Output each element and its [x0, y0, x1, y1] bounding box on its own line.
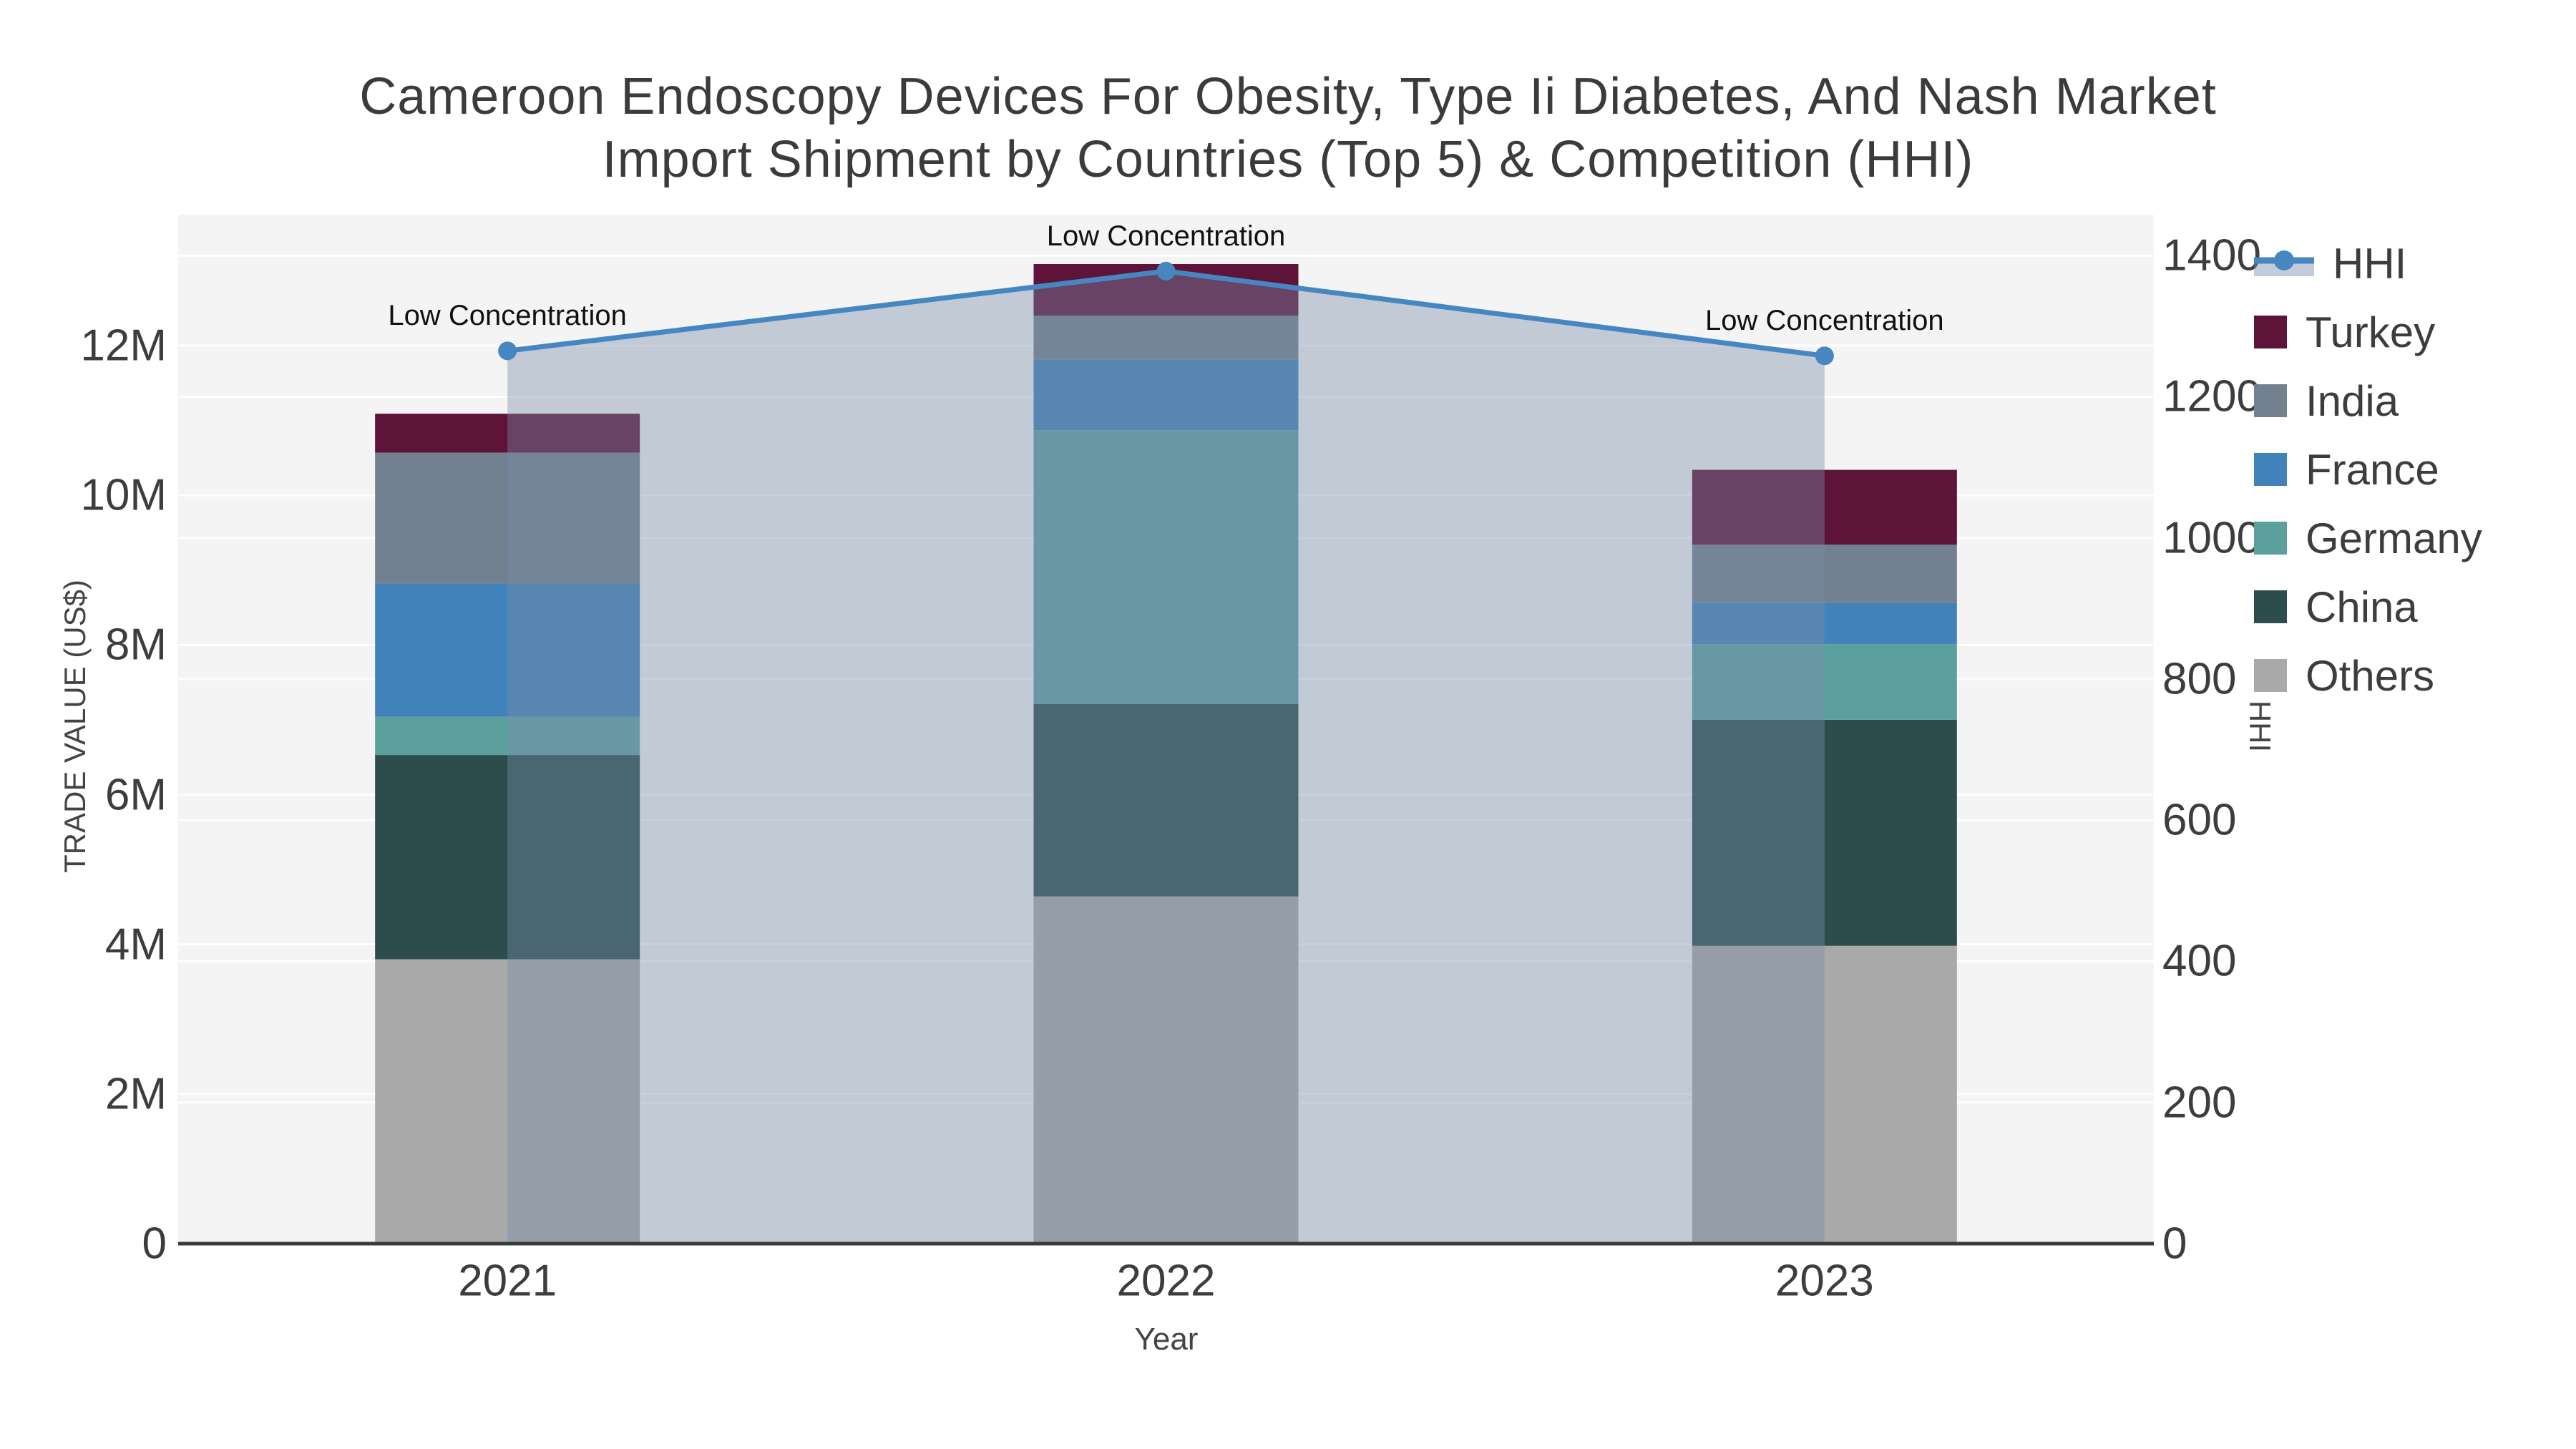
legend-item-turkey[interactable]: Turkey: [2254, 303, 2435, 361]
y1-tick-12M: 12M: [80, 321, 167, 371]
y2-tick-800: 800: [2162, 654, 2237, 704]
x-tick-2023: 2023: [1775, 1256, 1874, 1306]
x-tick-2022: 2022: [1116, 1256, 1216, 1306]
bar-segment-china-2022[interactable]: [1033, 703, 1299, 897]
france-swatch-icon: [2254, 453, 2287, 486]
germany-swatch-icon: [2254, 522, 2287, 555]
bar-segment-france-2022[interactable]: [1033, 359, 1299, 431]
bar-segment-others-2023[interactable]: [1692, 945, 1957, 1244]
x-axis-title: Year: [1134, 1322, 1199, 1357]
y1-tick-4M: 4M: [104, 919, 167, 970]
china-swatch-icon: [2254, 590, 2287, 623]
bar-segment-france-2021[interactable]: [375, 583, 640, 717]
y2-tick-600: 600: [2162, 795, 2237, 845]
legend-item-france[interactable]: France: [2254, 441, 2439, 498]
annotation-low-concentration-2022: Low Concentration: [1046, 220, 1286, 252]
y2-axis-title: HHI: [2243, 700, 2277, 753]
chart-title-line1: Cameroon Endoscopy Devices For Obesity, …: [359, 68, 2217, 125]
bar-segment-china-2021[interactable]: [375, 755, 640, 960]
bar-segment-india-2023[interactable]: [1692, 545, 1957, 603]
bar-segment-germany-2022[interactable]: [1033, 430, 1299, 704]
bar-segment-turkey-2021[interactable]: [375, 414, 640, 453]
legend-item-label: India: [2306, 376, 2399, 425]
annotation-low-concentration-2021: Low Concentration: [388, 300, 627, 332]
y1-tick-10M: 10M: [80, 470, 167, 520]
y2-tick-200: 200: [2162, 1078, 2237, 1128]
legend-item-label: Germany: [2306, 514, 2482, 562]
y1-tick-6M: 6M: [104, 770, 167, 819]
legend-item-hhi[interactable]: HHI: [2254, 235, 2406, 292]
legend-item-china[interactable]: China: [2254, 578, 2418, 635]
india-swatch-icon: [2254, 384, 2287, 417]
hhi-area-fill: [507, 270, 1825, 1244]
y2-tick-1000: 1000: [2162, 513, 2261, 563]
legend-item-label: Turkey: [2306, 308, 2436, 356]
legend-item-label: HHI: [2333, 239, 2407, 288]
others-swatch-icon: [2254, 659, 2287, 692]
bar-segment-china-2023[interactable]: [1692, 719, 1957, 946]
annotation-low-concentration-2023: Low Concentration: [1705, 305, 1944, 337]
y1-tick-0: 0: [142, 1219, 167, 1269]
bar-segment-germany-2023[interactable]: [1692, 644, 1957, 720]
hhi-legend-symbol: [2254, 242, 2314, 285]
bar-segment-others-2022[interactable]: [1033, 896, 1299, 1244]
y1-tick-2M: 2M: [104, 1069, 167, 1119]
bar-segment-germany-2021[interactable]: [375, 716, 640, 756]
x-tick-2021: 2021: [458, 1256, 557, 1306]
bar-segment-france-2023[interactable]: [1692, 602, 1957, 645]
bar-segment-others-2021[interactable]: [375, 959, 640, 1244]
y1-tick-8M: 8M: [104, 620, 167, 670]
y2-tick-0: 0: [2162, 1219, 2187, 1269]
legend-item-others[interactable]: Others: [2254, 647, 2434, 704]
turkey-swatch-icon: [2254, 316, 2287, 348]
y2-tick-400: 400: [2162, 936, 2237, 986]
hhi-marker-2023[interactable]: [1815, 346, 1834, 366]
bar-segment-turkey-2023[interactable]: [1692, 469, 1957, 545]
legend-item-label: China: [2306, 582, 2418, 631]
legend-item-germany[interactable]: Germany: [2254, 509, 2482, 567]
legend-item-label: Others: [2306, 651, 2435, 700]
y2-tick-1200: 1200: [2162, 371, 2261, 421]
hhi-marker-2021[interactable]: [498, 341, 517, 361]
bar-segment-india-2021[interactable]: [375, 452, 640, 584]
bar-segment-india-2022[interactable]: [1033, 316, 1299, 360]
legend-item-india[interactable]: India: [2254, 372, 2399, 429]
chart-title-line2: Import Shipment by Countries (Top 5) & C…: [602, 131, 1974, 188]
legend-item-label: France: [2306, 445, 2439, 494]
y2-tick-1400: 1400: [2162, 230, 2261, 280]
hhi-marker-2022[interactable]: [1156, 261, 1176, 280]
